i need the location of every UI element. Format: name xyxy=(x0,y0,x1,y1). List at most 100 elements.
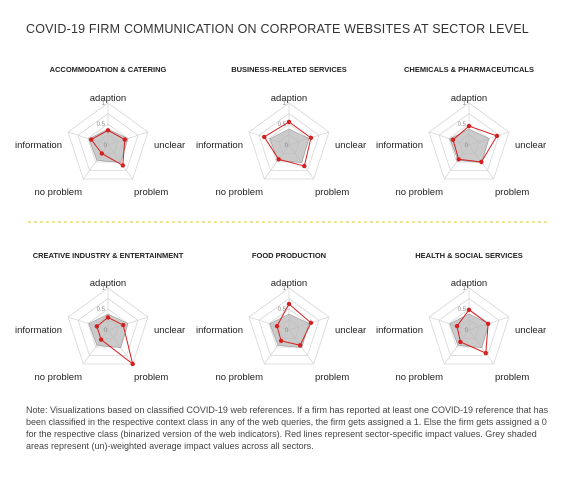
axis-label: problem xyxy=(134,187,168,198)
axis-label: information xyxy=(15,325,62,336)
grid-ring xyxy=(77,298,139,356)
grid-ring xyxy=(268,308,310,348)
tick-label: 0 xyxy=(465,143,469,149)
figure-title: COVID-19 FIRM COMMUNICATION ON CORPORATE… xyxy=(26,22,529,36)
sector-point xyxy=(120,163,126,168)
grid-ring xyxy=(87,123,129,163)
chart-title: FOOD PRODUCTION xyxy=(252,251,326,260)
average-area xyxy=(269,128,310,163)
grid-ring xyxy=(258,113,320,171)
axis-label: no problem xyxy=(34,372,82,383)
tick-label: 0 xyxy=(285,143,289,149)
sector-line xyxy=(276,303,312,346)
sector-point xyxy=(454,323,460,329)
tick-label: 0.5 xyxy=(278,122,287,128)
sector-point xyxy=(466,123,472,129)
tick-label: 0.5 xyxy=(97,122,106,128)
axis-label: information xyxy=(376,140,423,151)
sector-point xyxy=(450,137,456,143)
sector-point xyxy=(105,128,111,133)
grid-ring xyxy=(248,287,330,365)
axis-label: adaption xyxy=(271,278,307,289)
axis-label: problem xyxy=(315,187,349,198)
axis-label: information xyxy=(196,325,243,336)
tick-label: 0.5 xyxy=(458,122,467,128)
axis-label: unclear xyxy=(335,140,366,151)
axis-label: unclear xyxy=(154,325,185,336)
axis-label: no problem xyxy=(395,187,443,198)
sector-point xyxy=(94,324,100,329)
axis-label: problem xyxy=(134,372,168,383)
axis-label: no problem xyxy=(395,372,443,383)
sector-point xyxy=(458,339,463,345)
sector-point xyxy=(122,137,127,142)
average-area xyxy=(88,128,129,163)
tick-label: 1 xyxy=(463,286,467,292)
axis-label: adaption xyxy=(451,278,487,289)
axis-label: no problem xyxy=(215,372,263,383)
tick-label: 0 xyxy=(465,328,469,334)
sector-line xyxy=(456,309,489,354)
axis-label: adaption xyxy=(90,278,126,289)
sector-point xyxy=(308,320,314,326)
sector-point xyxy=(479,159,484,165)
axis-label: adaption xyxy=(451,93,487,104)
radar-chart-3: CHEMICALS & PHARMACEUTICALS 0 0.5 1adaption… xyxy=(376,65,546,198)
axis-label: unclear xyxy=(335,325,366,336)
sector-line xyxy=(90,129,126,167)
sector-point xyxy=(286,301,292,307)
sector-point xyxy=(99,151,105,156)
sector-point xyxy=(456,157,461,162)
sector-point xyxy=(278,338,284,344)
sector-point xyxy=(98,337,104,342)
axis-label: problem xyxy=(495,372,529,383)
sector-point xyxy=(89,137,94,142)
grid-ring xyxy=(428,287,510,365)
tick-label: 1 xyxy=(102,286,106,292)
tick-label: 1 xyxy=(463,101,467,107)
sector-point xyxy=(105,315,111,320)
grid-ring xyxy=(248,102,330,180)
grid-ring xyxy=(77,113,139,171)
grid-ring xyxy=(448,123,490,163)
sector-point xyxy=(302,163,307,169)
axis-label: information xyxy=(196,140,243,151)
chart-title: BUSINESS-RELATED SERVICES xyxy=(231,65,347,74)
chart-title: CHEMICALS & PHARMACEUTICALS xyxy=(404,65,534,74)
sector-point xyxy=(297,343,303,348)
sector-point xyxy=(308,135,314,141)
sector-point xyxy=(485,321,491,326)
axis-label: unclear xyxy=(515,325,546,336)
average-area xyxy=(449,128,490,163)
footnote: Note: Visualizations based on classified… xyxy=(26,405,549,451)
tick-label: 1 xyxy=(283,101,287,107)
axis-label: adaption xyxy=(90,93,126,104)
sector-point xyxy=(130,361,135,367)
tick-label: 0 xyxy=(104,328,108,334)
grid-ring xyxy=(87,308,129,348)
axis-label: information xyxy=(15,140,62,151)
axis-label: unclear xyxy=(154,140,185,151)
radar-chart-4: CREATIVE INDUSTRY & ENTERTAINMENT 0 0.5 1ad… xyxy=(15,251,185,383)
axis-label: no problem xyxy=(215,187,263,198)
tick-label: 0 xyxy=(104,143,108,149)
sector-line xyxy=(96,316,134,366)
sector-point xyxy=(286,119,292,125)
axis-label: problem xyxy=(495,187,529,198)
sector-point xyxy=(262,134,267,140)
radar-chart-grid: ACCOMMODATION & CATERING00.51adaptionunc… xyxy=(15,65,548,383)
axis-label: problem xyxy=(315,372,349,383)
grid-ring xyxy=(438,298,500,356)
axis-label: adaption xyxy=(271,93,307,104)
sector-line xyxy=(263,121,312,167)
grid-ring xyxy=(258,298,320,356)
grid-ring xyxy=(67,287,149,365)
chart-title: HEALTH & SOCIAL SERVICES xyxy=(415,251,523,260)
sector-line xyxy=(452,125,498,163)
axis-label: no problem xyxy=(34,187,82,198)
grid-ring xyxy=(67,102,149,180)
